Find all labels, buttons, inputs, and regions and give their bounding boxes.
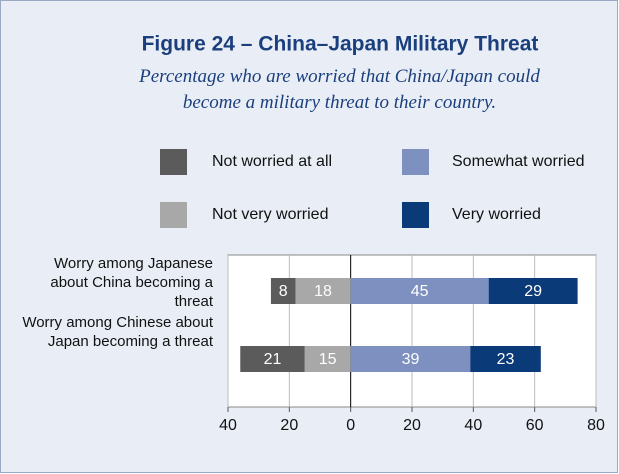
bar-segment (270, 278, 296, 304)
x-tick-label: 60 (526, 417, 544, 434)
bar-segment (488, 278, 578, 304)
data-label: 23 (497, 351, 515, 368)
legend-swatch (402, 149, 429, 175)
legend-swatch (160, 202, 187, 228)
data-label: 8 (279, 283, 288, 300)
legend-label: Not worried at all (212, 153, 332, 170)
data-label: 39 (402, 351, 420, 368)
x-tick-label: 40 (219, 417, 237, 434)
bar-segment (350, 346, 471, 372)
bar-segment (304, 346, 351, 372)
category-label: Worry among Japanese about China becomin… (50, 255, 213, 310)
data-label: 45 (411, 283, 429, 300)
legend-label: Somewhat worried (452, 153, 585, 170)
legend-swatch (402, 202, 429, 228)
data-label: 29 (524, 283, 542, 300)
x-tick-label: 0 (346, 417, 355, 434)
data-label: 18 (314, 283, 332, 300)
bar-segment (295, 278, 351, 304)
x-tick-label: 80 (587, 417, 605, 434)
legend-label: Very worried (452, 206, 541, 223)
legend-label: Not very worried (212, 206, 328, 223)
data-label: 15 (319, 351, 337, 368)
bar-segment (350, 278, 489, 304)
x-tick-label: 40 (464, 417, 482, 434)
data-label: 21 (264, 351, 282, 368)
bar-segment (470, 346, 541, 372)
legend-swatch (160, 149, 187, 175)
subtitle: Percentage who are worried that China/Ja… (139, 66, 540, 113)
category-label: Worry among Chinese about Japan becoming… (22, 314, 213, 350)
x-tick-label: 20 (280, 417, 298, 434)
chart-title: Figure 24 – China–Japan Military Threat (142, 33, 539, 56)
x-tick-label: 20 (403, 417, 421, 434)
bar-segment (240, 346, 305, 372)
